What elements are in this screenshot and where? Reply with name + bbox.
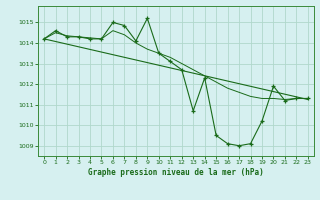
X-axis label: Graphe pression niveau de la mer (hPa): Graphe pression niveau de la mer (hPa) bbox=[88, 168, 264, 177]
